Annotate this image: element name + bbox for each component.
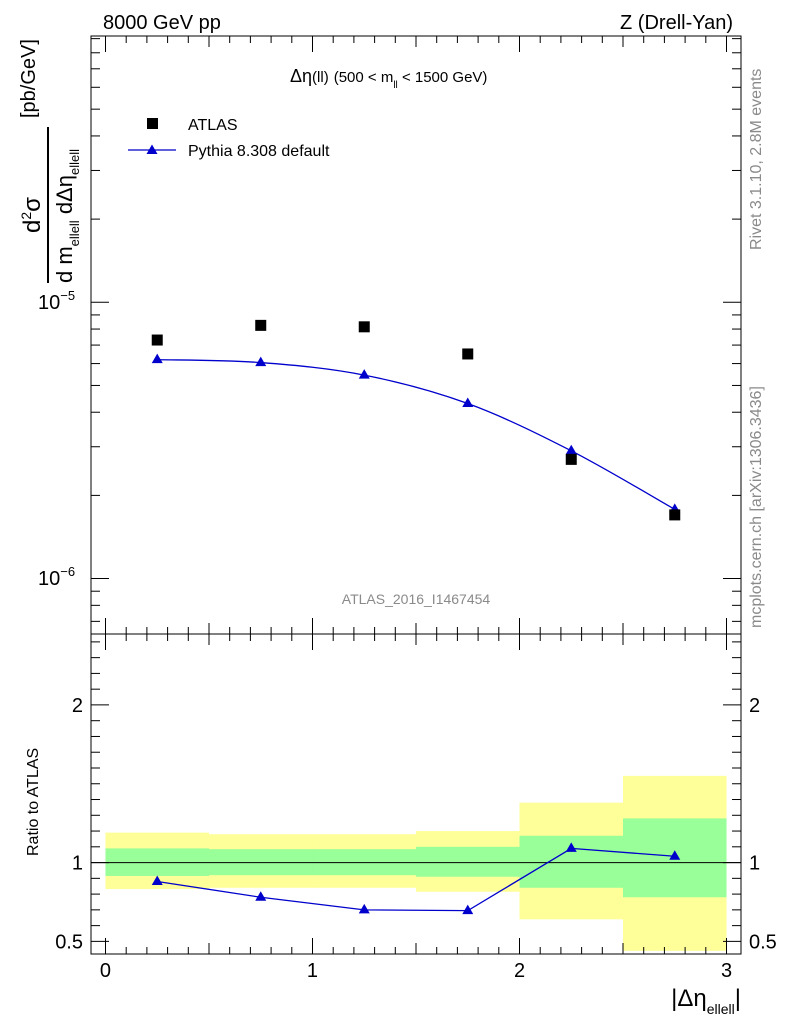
data-point (151, 334, 163, 346)
xtick-label: 0 (100, 960, 111, 982)
analysis-watermark: ATLAS_2016_I1467454 (342, 591, 491, 607)
legend-mc-marker (146, 144, 158, 154)
data-point (462, 348, 474, 360)
legend-mc-label: Pythia 8.308 default (188, 143, 330, 160)
panel-title-prefix: Δη (290, 66, 312, 86)
energy-label: 8000 GeV pp (103, 12, 221, 34)
data-point (669, 509, 681, 521)
ratio-ticks (91, 634, 741, 954)
panel-title-sub: ll (393, 80, 397, 91)
main-ytick-label: 10−5 (38, 288, 75, 314)
ylabel-denominator: d mellell dΔηellell (52, 149, 82, 283)
panel-title-range-end: < 1500 GeV) (398, 69, 488, 86)
ratio-mc-point (565, 842, 577, 852)
process-label: Z (Drell-Yan) (620, 12, 733, 34)
mc-point (462, 397, 474, 408)
rivet-label: Rivet 3.1.10, 2.8M events (748, 69, 765, 250)
data-point (255, 319, 267, 331)
ratio-mc-point (462, 904, 474, 915)
data-point (565, 453, 577, 465)
ratio-yaxis-label: Ratio to ATLAS (25, 748, 42, 856)
main-series-layer (151, 319, 681, 521)
ratio-band-inner (416, 846, 520, 877)
panel-title-range: (500 < m (334, 69, 394, 86)
ratio-ytick-label-right: 1 (749, 853, 760, 875)
ratio-ytick-label-right: 2 (749, 695, 760, 717)
mc-point (151, 353, 163, 364)
data-point (358, 321, 370, 333)
ratio-mc-point (669, 850, 681, 860)
ratio-ytick-label-left: 2 (72, 695, 83, 717)
mc-curve (157, 358, 676, 510)
ylabel-unit: [pb/GeV] (18, 39, 40, 118)
ratio-bands-layer (105, 775, 727, 951)
main-panel: Δη(ll) (500 < mll < 1500 GeV) ATLAS Pythi… (18, 35, 742, 635)
ratio-ytick-label-left: 0.5 (55, 931, 83, 953)
xtick-label: 1 (307, 960, 318, 982)
xtick-label: 3 (721, 960, 732, 982)
panel-title-paren: (ll) (312, 69, 329, 86)
mc-point (565, 444, 577, 455)
ratio-mc-line (157, 847, 675, 912)
ratio-series-layer (151, 842, 681, 915)
main-yaxis-label: d2σ d mellell dΔηellell [pb/GeV] (18, 39, 82, 283)
panel-title: Δη(ll) (500 < mll < 1500 GeV) (290, 66, 487, 91)
main-ytick-label: 10−6 (38, 564, 75, 590)
ratio-tick-labels: 0.5 0.5 1 1 2 2 0 1 2 3 (55, 695, 777, 982)
mcplots-label: mcplots.cern.ch [arXiv:1306.3436] (748, 386, 765, 628)
legend-data-marker (147, 118, 158, 129)
ratio-mc-point (255, 891, 267, 901)
xtick-label: 2 (514, 960, 525, 982)
mc-point (358, 369, 370, 379)
ylabel-numerator: d2σ (18, 197, 46, 233)
legend: ATLAS Pythia 8.308 default (128, 117, 330, 160)
ratio-mc-point (358, 903, 370, 914)
ratio-panel: 0.5 0.5 1 1 2 2 0 1 2 3 Ratio to ATLAS |Δηellell| (25, 633, 777, 1017)
xaxis-label: |Δηellell| (671, 985, 741, 1017)
ratio-mc-point (151, 875, 163, 885)
legend-data-label: ATLAS (188, 117, 238, 134)
mc-point (255, 356, 267, 367)
main-ticks (91, 36, 741, 634)
ratio-ytick-label-right: 0.5 (749, 931, 777, 953)
ratio-ytick-label-left: 1 (72, 853, 83, 875)
